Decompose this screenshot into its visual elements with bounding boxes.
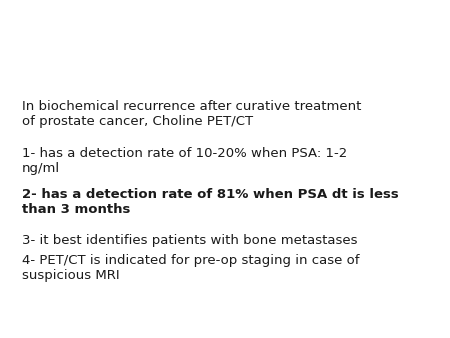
Text: 4- PET/CT is indicated for pre-op staging in case of
suspicious MRI: 4- PET/CT is indicated for pre-op stagin… <box>22 254 360 282</box>
Text: 3- it best identifies patients with bone metastases: 3- it best identifies patients with bone… <box>22 234 357 247</box>
Text: 2- has a detection rate of 81% when PSA dt is less
than 3 months: 2- has a detection rate of 81% when PSA … <box>22 188 399 216</box>
Text: 1- has a detection rate of 10-20% when PSA: 1-2
ng/ml: 1- has a detection rate of 10-20% when P… <box>22 147 347 175</box>
Text: In biochemical recurrence after curative treatment
of prostate cancer, Choline P: In biochemical recurrence after curative… <box>22 100 361 128</box>
